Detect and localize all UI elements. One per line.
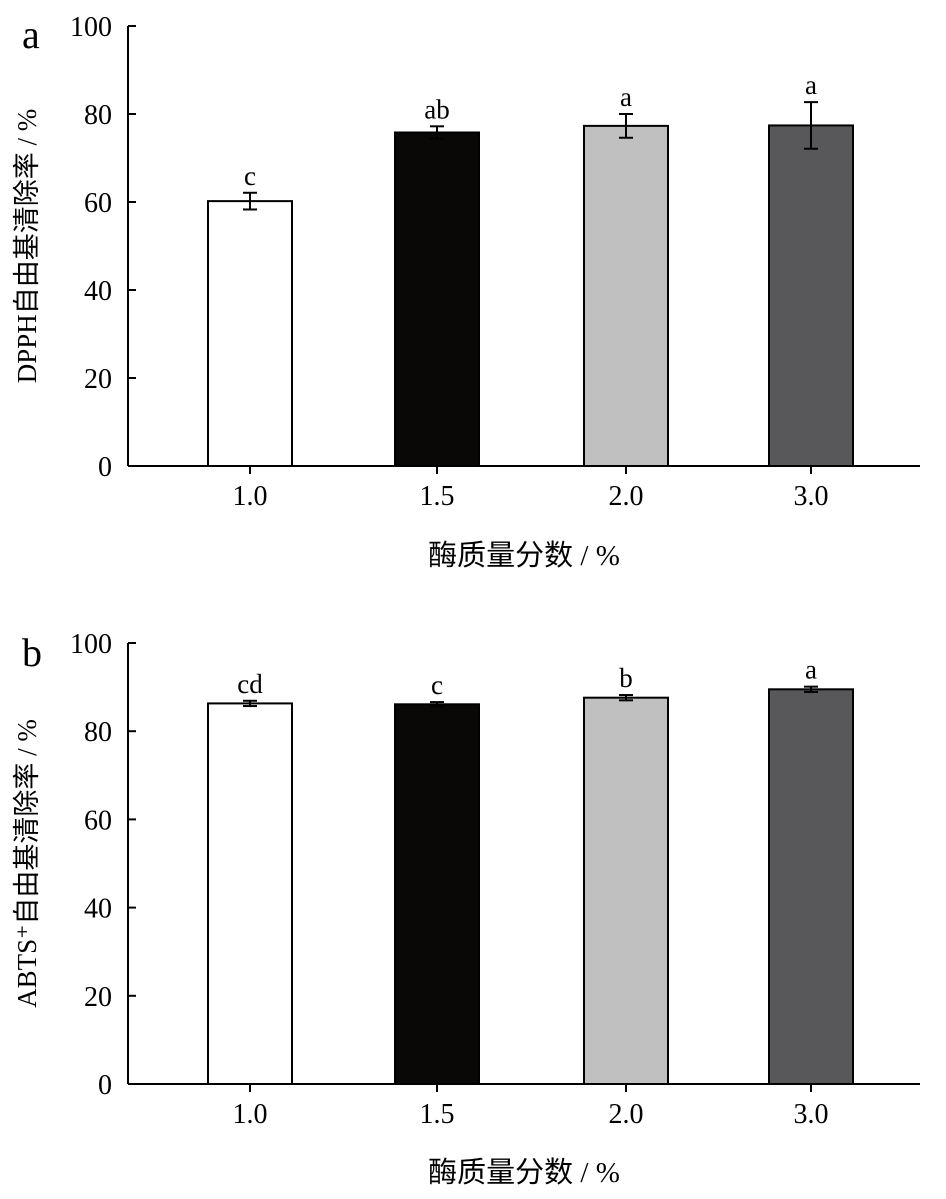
significance-label: cd — [237, 669, 263, 699]
significance-label: a — [620, 82, 632, 112]
bar-3.0 — [768, 688, 854, 1085]
bar-2.0 — [583, 696, 669, 1086]
chart-panel-a: a 0 20 40 60 80 100 DPPH自由基清除率 / % c 1.0 ab 1.5 a 2.0… — [12, 12, 920, 572]
x-tick-label: 3.0 — [794, 1099, 829, 1130]
y-tick-label: 100 — [70, 629, 112, 660]
y-tick-label: 80 — [84, 717, 112, 748]
y-tick-label: 60 — [84, 188, 112, 219]
bar-1.5 — [394, 131, 480, 467]
x-axis-label: 酶质量分数 / % — [428, 539, 620, 572]
panel-letter: b — [22, 630, 42, 675]
y-tick-label: 0 — [98, 452, 112, 483]
x-tick-label: 1.0 — [233, 1099, 268, 1130]
y-tick-label: 40 — [84, 894, 112, 925]
y-tick-label: 20 — [84, 982, 112, 1013]
x-tick-label: 2.0 — [609, 481, 644, 512]
significance-label: a — [805, 70, 817, 100]
significance-label: c — [431, 670, 443, 700]
panel-letter: a — [22, 12, 40, 57]
bar-1.0 — [207, 200, 293, 467]
bar-2.0 — [583, 124, 669, 467]
x-tick-label: 1.5 — [420, 481, 455, 512]
significance-label: a — [805, 655, 817, 685]
y-axis-label: ABTS⁺自由基清除率 / % — [12, 719, 42, 1008]
significance-label: ab — [424, 94, 449, 124]
x-axis-label: 酶质量分数 / % — [428, 1156, 620, 1189]
y-tick-label: 20 — [84, 364, 112, 395]
x-tick-label: 1.0 — [233, 481, 268, 512]
x-tick-label: 1.5 — [420, 1099, 455, 1130]
significance-label: c — [244, 161, 256, 191]
y-axis-label: DPPH自由基清除率 / % — [12, 109, 42, 384]
y-tick-label: 40 — [84, 276, 112, 307]
y-tick-label: 80 — [84, 100, 112, 131]
bar-3.0 — [768, 124, 854, 467]
y-tick-label: 0 — [98, 1070, 112, 1101]
y-tick-label: 100 — [70, 12, 112, 43]
bar-1.5 — [394, 703, 480, 1085]
bar-1.0 — [207, 702, 293, 1085]
y-tick-label: 60 — [84, 805, 112, 836]
significance-label: b — [619, 663, 633, 693]
chart-panel-b: b 0 20 40 60 80 100 ABTS⁺自由基清除率 / % cd 1.0 c 1.5 b 2.… — [12, 629, 920, 1189]
x-tick-label: 3.0 — [794, 481, 829, 512]
x-tick-label: 2.0 — [609, 1099, 644, 1130]
